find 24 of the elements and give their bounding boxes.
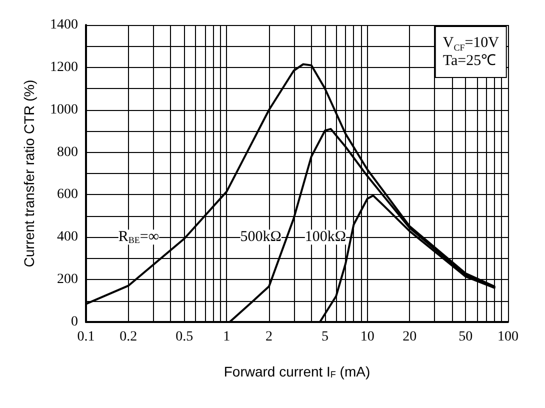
annotation: Ta=25℃ [442,53,496,69]
series-label: 100kΩ [304,229,346,246]
y-tick-label: 600 [57,187,78,202]
x-tick-label: 10 [360,330,374,344]
series-label: RBE=∞ [118,229,160,246]
y-tick-label: 400 [57,230,78,245]
x-tick-label: 100 [498,330,518,344]
y-tick-label: 800 [57,144,78,160]
y-tick-label: 200 [57,272,78,288]
x-tick-label: 0.1 [77,330,95,344]
x-tick-label: 20 [402,330,417,344]
x-axis-title: Forward current IF (mA) [224,364,370,380]
x-tick-label: 2 [266,330,273,344]
y-tick-label: 1000 [50,102,78,118]
x-tick-label: 50 [458,330,473,344]
x-tick-label: 0.5 [176,330,194,344]
x-tick-label: 1 [223,330,230,344]
y-tick-label: 1400 [50,18,78,32]
y-tick-label: 0 [71,314,78,330]
x-tick-label: 5 [321,330,328,344]
x-tick-label: 0.2 [120,330,138,344]
series-label: 500kΩ [240,229,282,246]
y-tick-label: 1200 [50,60,78,75]
y-axis-title: Current transfer ratio CTR (%) [21,80,37,268]
